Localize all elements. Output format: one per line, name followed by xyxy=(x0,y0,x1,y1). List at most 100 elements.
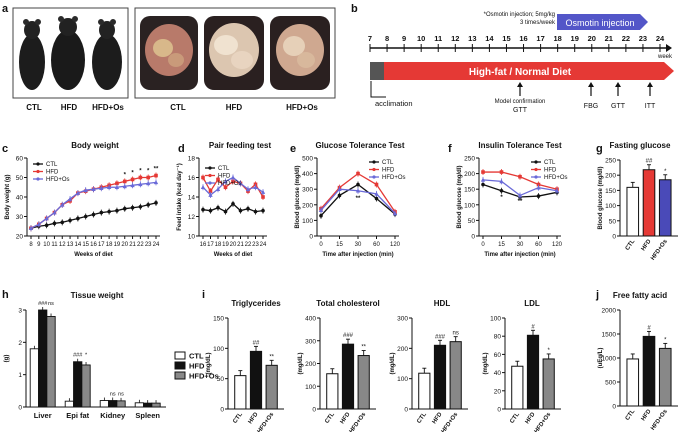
chart-title: Free fatty acid xyxy=(613,291,667,300)
data-point xyxy=(91,187,96,191)
chart-title: Total cholesterol xyxy=(316,299,379,308)
data-point xyxy=(355,188,361,193)
x-tick-label: 14 xyxy=(75,242,82,248)
x-tick-label: HFD xyxy=(340,411,352,425)
timeline-week-label: 21 xyxy=(605,34,613,43)
x-tick-label: 15 xyxy=(82,242,89,248)
bar-epi-fat-ctl xyxy=(64,400,74,408)
y-axis-label: (mg/dL) xyxy=(483,353,489,375)
x-tick-label: CTL xyxy=(324,411,336,424)
data-point xyxy=(91,212,96,217)
chart-title: Glucose Tolerance Test xyxy=(315,141,404,150)
data-point xyxy=(374,191,379,196)
y-tick-label: 10 xyxy=(188,234,196,241)
bar-liver-ctl xyxy=(29,348,39,408)
chart-title: Insulin Tolerance Test xyxy=(478,141,562,150)
data-point xyxy=(319,213,323,218)
data-point xyxy=(318,208,324,213)
timeline-week-label: 13 xyxy=(468,34,476,43)
legend-label-ctl: CTL xyxy=(218,166,230,172)
data-point xyxy=(145,181,151,186)
timeline-week-label: 18 xyxy=(553,34,561,43)
significance-label: ### xyxy=(73,353,83,359)
data-point xyxy=(52,210,57,215)
y-tick-label: 2 xyxy=(18,340,22,347)
data-point xyxy=(122,179,127,184)
y-tick-label: 1 xyxy=(18,372,22,379)
organ-label-hfd: HFD xyxy=(226,103,243,112)
y-axis-label: (uEq/L) xyxy=(598,348,604,369)
event-gtt-1: GTT xyxy=(513,107,528,114)
data-point xyxy=(200,185,206,190)
event-gtt-2: GTT xyxy=(611,103,626,110)
y-tick-label: 50 xyxy=(468,218,476,225)
data-point xyxy=(208,208,213,213)
y-tick-label: 80 xyxy=(494,334,502,341)
bar-ctl xyxy=(418,372,431,410)
x-tick-label: HFD+Os xyxy=(650,238,669,262)
timeline-week-label: 19 xyxy=(571,34,579,43)
x-tick-label: HFD xyxy=(432,411,444,425)
panel-d-letter: d xyxy=(178,143,185,155)
data-point xyxy=(480,177,486,182)
data-point xyxy=(208,192,213,197)
significance-label: ## xyxy=(253,340,260,346)
panel-e-letter: e xyxy=(290,143,296,155)
data-point xyxy=(374,196,379,201)
x-tick-label: 12 xyxy=(59,242,66,248)
y-tick-label: 0 xyxy=(309,234,313,241)
x-tick-label: 9 xyxy=(37,242,41,248)
panel-c-letter: c xyxy=(2,143,8,155)
data-point xyxy=(536,185,541,190)
y-tick-label: 200 xyxy=(397,346,408,353)
x-tick-label: CTL xyxy=(509,411,521,424)
photo-label-hfd-os: HFD+Os xyxy=(92,103,124,112)
bar-hfd xyxy=(642,335,656,407)
x-tick-label: HFD+Os xyxy=(349,411,368,432)
significance-star: * xyxy=(500,195,503,201)
data-point xyxy=(99,210,104,215)
legend-label-hfd-os: HFD+Os xyxy=(218,181,242,187)
y-tick-label: 16 xyxy=(188,175,196,182)
bar-hfd-os xyxy=(357,355,370,410)
data-point xyxy=(122,184,127,189)
y-tick-label: 0 xyxy=(612,234,616,241)
y-tick-label: 250 xyxy=(605,158,616,165)
significance-label: ## xyxy=(646,159,653,165)
x-tick-label: 17 xyxy=(207,242,214,248)
chart-e: e Glucose Tolerance Test0100200300400500B… xyxy=(290,141,406,258)
data-point xyxy=(76,216,80,221)
x-tick-label: CTL xyxy=(625,238,637,251)
y-tick-label: 18 xyxy=(188,156,196,163)
y-tick-label: 2000 xyxy=(602,308,617,315)
y-tick-label: 20 xyxy=(494,388,502,395)
data-point xyxy=(554,188,560,193)
data-point xyxy=(356,182,360,187)
significance-star: * xyxy=(131,170,134,176)
data-point xyxy=(499,170,504,174)
data-point xyxy=(201,175,205,180)
chart-title: Triglycerides xyxy=(231,299,281,308)
y-axis-label: Blood glucose (mg/dl) xyxy=(457,166,463,229)
chart-i1: i Triglycerides 0 50 100 150 (mg/dL) CTL ## HFD **… xyxy=(202,289,284,432)
data-point xyxy=(536,194,541,198)
acclimation-block xyxy=(370,62,384,80)
data-point xyxy=(245,187,251,191)
significance-star: ** xyxy=(356,196,361,202)
chart-i4: LDL 0 20 40 60 80 100 (mg/dL) CTL # HFD * HFD+Os xyxy=(483,299,561,432)
y-tick-label: 300 xyxy=(397,316,408,323)
osmotin-note-line2: 3 times/week xyxy=(520,20,556,26)
data-point xyxy=(130,177,135,182)
data-point xyxy=(99,186,104,191)
x-tick-label: Liver xyxy=(34,411,52,420)
x-tick-label: Kidney xyxy=(100,411,126,420)
organ-ctl-photo xyxy=(140,16,198,90)
x-tick-label: 23 xyxy=(252,242,259,248)
data-point xyxy=(223,185,228,190)
data-point xyxy=(75,190,81,195)
data-point xyxy=(216,177,220,182)
x-tick-label: 120 xyxy=(390,242,401,248)
x-tick-label: 20 xyxy=(121,242,128,248)
y-tick-label: 1000 xyxy=(602,356,617,363)
bar-hfd xyxy=(526,334,540,410)
